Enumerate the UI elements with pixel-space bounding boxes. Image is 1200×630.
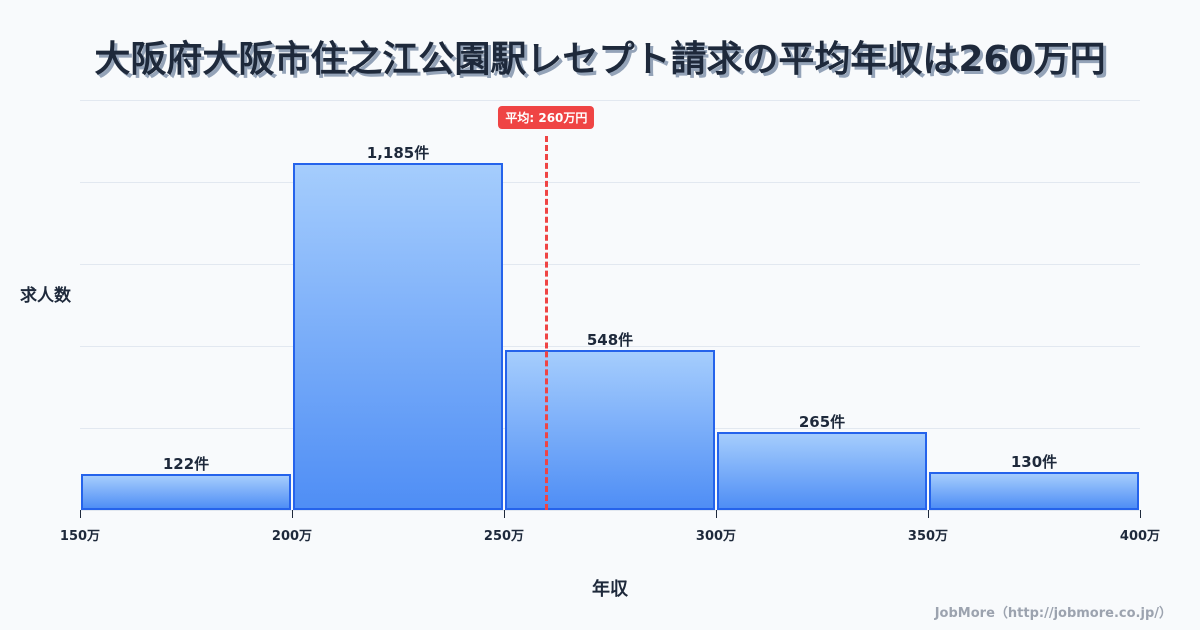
x-tick xyxy=(504,510,505,518)
histogram-bar xyxy=(717,432,927,510)
x-tick xyxy=(716,510,717,518)
bar-value-label: 122件 xyxy=(162,455,210,474)
bar-value-label: 1,185件 xyxy=(366,143,430,162)
mean-line xyxy=(545,136,549,510)
credit-text: JobMore（http://jobmore.co.jp/） xyxy=(934,606,1172,621)
gridline xyxy=(80,346,1140,347)
x-tick-label: 350万 xyxy=(907,529,949,544)
x-tick-label: 400万 xyxy=(1119,529,1161,544)
histogram-bar xyxy=(81,474,291,510)
mean-badge: 平均: 260万円 xyxy=(498,106,595,129)
y-axis-label: 求人数 xyxy=(20,286,71,306)
x-axis-line xyxy=(80,510,1140,511)
gridline xyxy=(80,182,1140,183)
x-tick xyxy=(292,510,293,518)
chart-title: 大阪府大阪市住之江公園駅レセプト請求の平均年収は260万円 xyxy=(94,39,1106,80)
gridline xyxy=(80,264,1140,265)
plot-area: 122件 1,185件 548件 265件 130件 平均: 260万円 150万 200… xyxy=(60,100,1160,544)
x-tick-label: 150万 xyxy=(59,529,101,544)
bar-value-label: 265件 xyxy=(798,413,846,432)
bar-value-label: 548件 xyxy=(586,330,634,349)
x-tick xyxy=(80,510,81,518)
x-axis-label: 年収 xyxy=(592,579,628,600)
gridline xyxy=(80,100,1140,101)
histogram-bar xyxy=(293,162,503,510)
x-tick-label: 200万 xyxy=(271,529,313,544)
histogram-bar xyxy=(929,471,1139,510)
bar-value-label: 130件 xyxy=(1010,452,1058,471)
x-tick xyxy=(928,510,929,518)
histogram-bar xyxy=(505,349,715,510)
x-tick-label: 300万 xyxy=(695,529,737,544)
x-tick-label: 250万 xyxy=(483,529,525,544)
x-tick xyxy=(1140,510,1141,518)
